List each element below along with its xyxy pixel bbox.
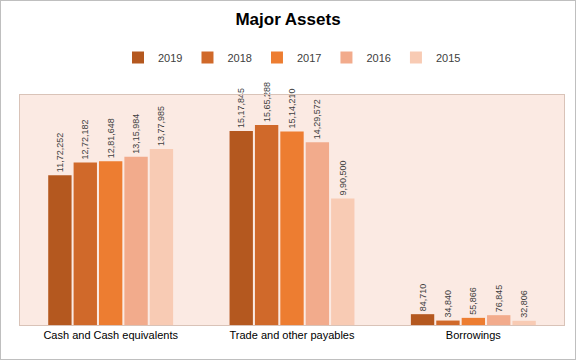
svg-text:13,15,984: 13,15,984 bbox=[131, 114, 141, 154]
svg-text:84,710: 84,710 bbox=[418, 284, 428, 312]
svg-text:14,29,572: 14,29,572 bbox=[312, 99, 322, 139]
svg-text:15,17,845: 15,17,845 bbox=[236, 88, 246, 128]
svg-text:15,65,288: 15,65,288 bbox=[262, 82, 272, 122]
svg-text:2016: 2016 bbox=[366, 52, 390, 64]
svg-text:76,845: 76,845 bbox=[494, 285, 504, 313]
svg-text:Cash and Cash equivalents: Cash and Cash equivalents bbox=[43, 329, 178, 341]
svg-text:Trade and other payables: Trade and other payables bbox=[230, 329, 355, 341]
svg-text:2017: 2017 bbox=[297, 52, 321, 64]
svg-text:34,840: 34,840 bbox=[443, 290, 453, 318]
svg-text:11,72,252: 11,72,252 bbox=[55, 133, 65, 172]
svg-text:15,14,210: 15,14,210 bbox=[287, 88, 297, 128]
svg-text:9,90,500: 9,90,500 bbox=[338, 160, 348, 195]
svg-text:2019: 2019 bbox=[158, 52, 182, 64]
svg-text:2015: 2015 bbox=[436, 52, 460, 64]
svg-text:2018: 2018 bbox=[227, 52, 251, 64]
svg-text:32,806: 32,806 bbox=[519, 290, 529, 318]
svg-text:12,81,648: 12,81,648 bbox=[106, 118, 116, 158]
svg-text:12,72,182: 12,72,182 bbox=[80, 119, 90, 159]
svg-text:Major Assets: Major Assets bbox=[235, 10, 340, 29]
svg-text:55,866: 55,866 bbox=[468, 287, 478, 315]
svg-text:Borrowings: Borrowings bbox=[446, 329, 502, 341]
svg-text:13,77,985: 13,77,985 bbox=[156, 106, 166, 146]
